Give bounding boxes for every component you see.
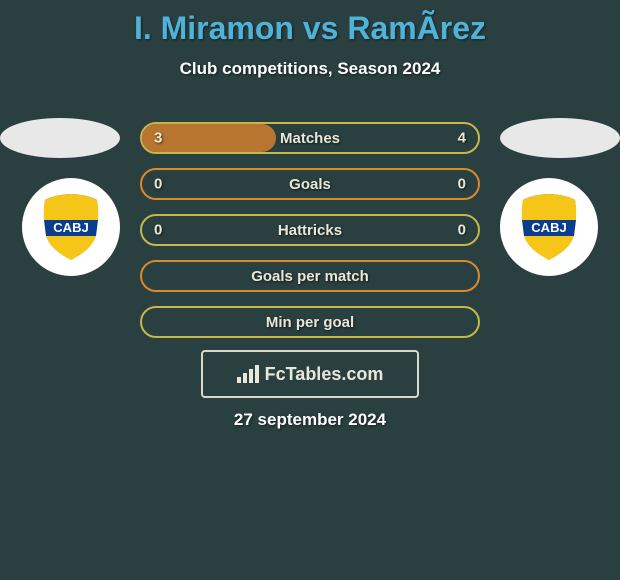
stat-value-left: 0 <box>154 222 162 239</box>
shield-icon: CABJ <box>41 192 101 262</box>
player-photo-left <box>0 118 120 158</box>
stat-value-left: 3 <box>154 130 162 147</box>
date-label: 27 september 2024 <box>0 410 620 430</box>
stats-container: 3 Matches 4 0 Goals 0 0 Hattricks 0 Goals per mat… <box>140 122 480 352</box>
shield-icon: CABJ <box>519 192 579 262</box>
stat-label: Goals per match <box>251 268 369 285</box>
stat-row: Min per goal <box>140 306 480 338</box>
club-badge-left: CABJ <box>22 178 120 276</box>
stat-row: Goals per match <box>140 260 480 292</box>
stat-label: Goals <box>289 176 331 193</box>
comparison-subtitle: Club competitions, Season 2024 <box>0 59 620 79</box>
stat-value-left: 0 <box>154 176 162 193</box>
svg-text:CABJ: CABJ <box>53 220 88 235</box>
stat-value-right: 0 <box>458 176 466 193</box>
stat-value-right: 4 <box>458 130 466 147</box>
stat-value-right: 0 <box>458 222 466 239</box>
stat-label: Hattricks <box>278 222 342 239</box>
stat-label: Matches <box>280 130 340 147</box>
bar-chart-icon <box>237 365 259 383</box>
comparison-title: I. Miramon vs RamÃ­rez <box>0 0 620 47</box>
brand-label: FcTables.com <box>265 364 384 385</box>
club-badge-right: CABJ <box>500 178 598 276</box>
stat-label: Min per goal <box>266 314 354 331</box>
stat-row: 3 Matches 4 <box>140 122 480 154</box>
stat-row: 0 Goals 0 <box>140 168 480 200</box>
stat-row: 0 Hattricks 0 <box>140 214 480 246</box>
player-photo-right <box>500 118 620 158</box>
brand-watermark: FcTables.com <box>201 350 419 398</box>
svg-text:CABJ: CABJ <box>531 220 566 235</box>
